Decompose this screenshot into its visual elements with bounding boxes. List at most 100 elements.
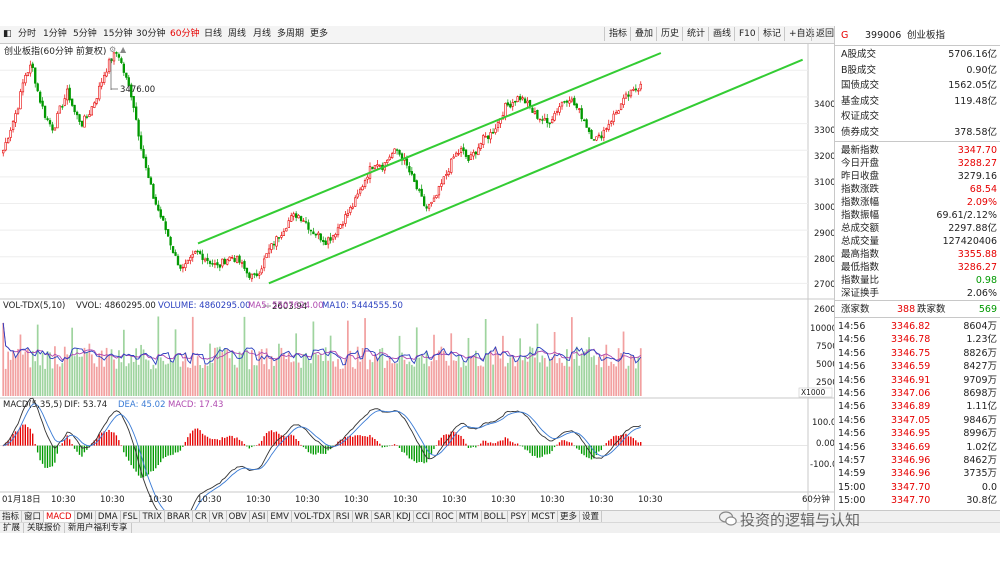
collapse-icon[interactable]: ▲ [120,45,127,54]
macd-bar [452,431,455,446]
candle-body [435,195,438,198]
indicator-tab-20[interactable]: MTM [457,511,482,523]
volume-bar [31,350,34,396]
indicator-tab-5[interactable]: FSL [121,511,141,523]
period-fenshi[interactable]: 分时 [18,29,37,39]
indicator-tab-0[interactable]: 指标 [0,511,23,523]
overlay-button[interactable]: 叠加 [630,27,657,41]
window-toggle-icon[interactable]: ◧ [3,29,12,39]
draw-line-button[interactable]: 画线 [708,27,735,41]
indicator-tab-23[interactable]: MCST [529,511,559,523]
indicator-tab-24[interactable]: 更多 [558,511,581,523]
indicator-tab-3[interactable]: DMI [75,511,96,523]
indicator-tab-9[interactable]: VR [210,511,227,523]
macd-bar [150,445,152,472]
candle-body [307,222,310,230]
indicator-tab-22[interactable]: PSY [508,511,530,523]
tick-row[interactable]: 14:56 3346.82 8604万 [835,320,1000,333]
indicator-tab-17[interactable]: KDJ [394,511,414,523]
indicator-tab-25[interactable]: 设置 [580,511,603,523]
tick-row[interactable]: 14:56 3347.06 8698万 [835,387,1000,400]
tick-row[interactable]: 14:56 3346.59 8427万 [835,360,1000,373]
volume-bar [548,359,551,396]
history-button[interactable]: 历史 [656,27,683,41]
period-month[interactable]: 月线 [253,29,272,39]
macd-bar [344,436,346,446]
candle-body [238,255,241,263]
indicator-tab-14[interactable]: RSI [334,511,353,523]
macd-bar [637,442,639,446]
add-watchlist-button[interactable]: +自选 [784,27,819,41]
macd-bar [320,445,322,454]
volume-bar [295,333,298,396]
volume-bar [22,354,24,396]
vol-vvol-value: VVOL: 4860295.00 [76,301,156,311]
candle-body [58,105,62,114]
indicator-tab-18[interactable]: CCI [414,511,434,523]
period-15min[interactable]: 15分钟 [103,29,133,39]
indicator-tab-12[interactable]: EMV [268,511,292,523]
settings-gear-icon[interactable]: ⚙ [109,45,116,54]
period-5min[interactable]: 5分钟 [73,29,97,39]
tick-row[interactable]: 14:56 3346.78 1.23亿 [835,333,1000,346]
tick-row[interactable]: 14:57 3346.96 8462万 [835,454,1000,467]
candle-body [70,98,74,106]
extension-tab-2[interactable]: 新用户福利专享 [65,523,132,533]
period-week[interactable]: 周线 [228,29,247,39]
indicator-tab-19[interactable]: ROC [433,511,457,523]
volume-bar [637,357,640,396]
indicator-button[interactable]: 指标 [604,27,631,41]
indicator-tab-16[interactable]: SAR [372,511,395,523]
indicator-tab-8[interactable]: CR [193,511,210,523]
volume-bar [260,349,263,396]
indicator-tab-21[interactable]: BOLL [482,511,509,523]
indicator-tab-4[interactable]: DMA [96,511,121,523]
volume-bar [524,356,526,396]
chart-svg[interactable]: 创业板指(60分钟 前复权) ⚙ ▲ 3476.00 2603.94 3400 … [0,44,838,527]
turnover-row: B股成交 0.90亿 [835,64,1000,77]
indicator-tab-13[interactable]: VOL-TDX [292,511,334,523]
tick-row[interactable]: 15:00 3347.70 0.0 [835,481,1000,494]
period-more[interactable]: 更多 [310,29,329,39]
extension-tab-0[interactable]: 扩展 [0,523,25,533]
stats-button[interactable]: 统计 [682,27,709,41]
indicator-tab-1[interactable]: 窗口 [22,511,45,523]
chart-area[interactable]: 创业板指(60分钟 前复权) ⚙ ▲ 3476.00 2603.94 3400 … [0,44,838,527]
tick-row[interactable]: 14:59 3346.96 3735万 [835,467,1000,480]
extension-tab-1[interactable]: 关联报价 [24,523,66,533]
tick-row[interactable]: 14:56 3346.69 1.02亿 [835,441,1000,454]
macd-bar [398,445,401,448]
macd-bar [563,440,566,446]
indicator-tab-10[interactable]: OBV [227,511,250,523]
candle-body [437,186,441,196]
f10-button[interactable]: F10 [734,27,760,41]
indicator-tab-15[interactable]: WR [353,511,372,523]
macd-bar [450,431,452,446]
volume-bar [546,366,549,396]
macd-bar [59,445,61,447]
tick-row[interactable]: 14:56 3346.91 9709万 [835,374,1000,387]
period-1min[interactable]: 1分钟 [43,29,67,39]
back-button[interactable]: 返回 [811,27,838,41]
period-day[interactable]: 日线 [204,29,223,39]
mark-button[interactable]: 标记 [758,27,785,41]
volume-bar [132,361,135,396]
tick-row[interactable]: 14:56 3347.05 9846万 [835,414,1000,427]
volume-bar [73,356,76,396]
price-tick: 3300 [814,126,834,136]
volume-bar [538,362,541,396]
macd-bar [192,430,194,446]
tick-row[interactable]: 14:56 3346.95 8996万 [835,427,1000,440]
tick-row[interactable]: 14:56 3346.75 8826万 [835,347,1000,360]
tick-price: 3346.89 [891,401,931,413]
indicator-tab-6[interactable]: TRIX [140,511,165,523]
price-tick: 2700 [814,280,834,290]
period-30min[interactable]: 30分钟 [136,29,166,39]
indicator-tab-7[interactable]: BRAR [165,511,194,523]
indicator-tab-2[interactable]: MACD [44,511,75,523]
period-60min[interactable]: 60分钟 [170,29,200,39]
period-multi[interactable]: 多周期 [277,29,305,39]
indicator-tab-11[interactable]: ASI [250,511,269,523]
tick-row[interactable]: 14:56 3346.89 1.11亿 [835,400,1000,413]
tick-row[interactable]: 15:00 3347.70 30.8亿 [835,494,1000,507]
